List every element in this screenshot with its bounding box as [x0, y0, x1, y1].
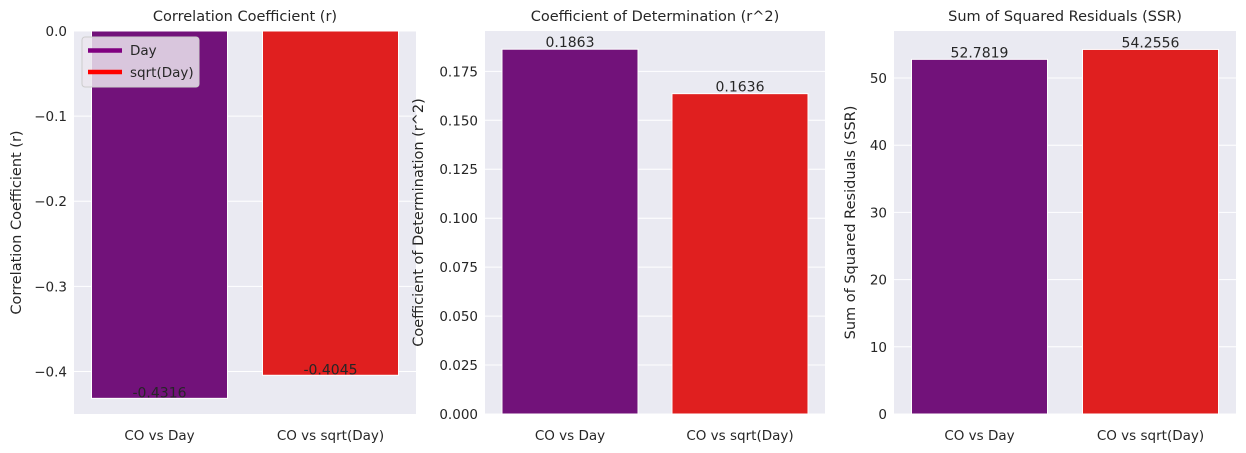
- legend: Day sqrt(Day): [81, 36, 200, 88]
- bar: [911, 58, 1048, 415]
- bar-value-label: -0.4316: [132, 385, 186, 401]
- chart-title: Coefficient of Determination (r^2): [531, 9, 780, 25]
- bar-value-label: 54.2556: [1122, 35, 1180, 51]
- determination-chart-panel: 0.1863 0.1636 Coefficient of Determinatio…: [411, 9, 825, 444]
- chart-title: Correlation Coefficient (r): [153, 9, 337, 25]
- y-tick-label: 50: [870, 71, 887, 87]
- y-tick-label: 0.025: [439, 358, 478, 374]
- x-tick-label: CO vs Day: [535, 428, 605, 444]
- chart-title: Sum of Squared Residuals (SSR): [948, 9, 1182, 25]
- y-tick-label: 0.000: [439, 407, 478, 423]
- ssr-chart-panel: 52.7819 54.2556 Sum of Squared Residuals …: [843, 9, 1236, 444]
- y-tick-label: −0.3: [34, 279, 67, 295]
- bar: [262, 30, 399, 376]
- bar: [91, 30, 228, 399]
- bar: [501, 48, 639, 415]
- y-tick-label: 0.0: [46, 24, 67, 40]
- y-tick-label: 0: [878, 407, 887, 423]
- y-tick-label: 40: [870, 138, 887, 154]
- x-tick-label: CO vs sqrt(Day): [1097, 428, 1204, 444]
- bar: [1082, 48, 1219, 415]
- bar-value-label: 0.1636: [716, 80, 765, 96]
- legend-label-sqrt-day: sqrt(Day): [130, 65, 194, 81]
- y-tick-label: 10: [870, 340, 887, 356]
- x-tick-label: CO vs Day: [124, 428, 194, 444]
- bar-value-label: -0.4045: [303, 362, 357, 378]
- y-axis-label: Correlation Coefficient (r): [9, 130, 25, 314]
- y-tick-label: −0.4: [34, 364, 67, 380]
- bar-value-label: 0.1863: [546, 35, 595, 51]
- correlation-chart-panel: -0.4316 -0.4045 Correlation Coefficient (…: [9, 9, 416, 444]
- bar: [671, 93, 809, 415]
- y-tick-label: 0.100: [439, 211, 478, 227]
- y-tick-label: 0.125: [439, 162, 478, 178]
- y-axis-label: Coefficient of Determination (r^2): [411, 98, 427, 347]
- x-tick-label: CO vs sqrt(Day): [686, 428, 793, 444]
- y-tick-label: −0.1: [34, 109, 67, 125]
- y-tick-label: −0.2: [34, 194, 67, 210]
- y-tick-label: 0.150: [439, 113, 478, 129]
- y-tick-label: 0.075: [439, 260, 478, 276]
- y-tick-label: 20: [870, 273, 887, 289]
- legend-label-day: Day: [130, 43, 157, 59]
- x-tick-label: CO vs sqrt(Day): [277, 428, 384, 444]
- bar-value-label: 52.7819: [951, 45, 1009, 61]
- y-tick-label: 0.050: [439, 309, 478, 325]
- y-tick-label: 30: [870, 205, 887, 221]
- y-axis-label: Sum of Squared Residuals (SSR): [843, 106, 859, 340]
- x-tick-label: CO vs Day: [944, 428, 1014, 444]
- y-tick-label: 0.175: [439, 64, 478, 80]
